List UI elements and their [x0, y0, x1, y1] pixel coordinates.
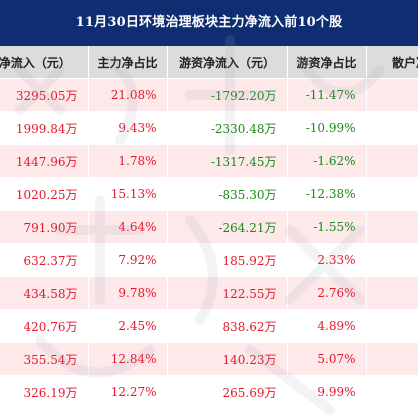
cell-main-inflow: 326.19万: [0, 375, 89, 409]
cell-main-ratio: 9.78%: [88, 276, 168, 310]
table-title: 11月30日环境治理板块主力净流入前10个股: [0, 0, 418, 46]
cell-main-inflow: 355.54万: [0, 342, 89, 376]
cell-hot-inflow: -835.30万: [167, 177, 288, 211]
cell-main-ratio: 4.64%: [88, 210, 168, 244]
header-main-inflow: 净流入（元）: [0, 46, 89, 79]
table-row: 3295.05万 21.08% -1792.20万 -11.47%: [0, 78, 418, 112]
table-row: 1999.84万 9.43% -2330.48万 -10.99%: [0, 111, 418, 145]
cell-hot-inflow: -2330.48万: [167, 111, 288, 145]
cell-main-ratio: 21.08%: [88, 78, 168, 112]
cell-retail: [366, 243, 418, 277]
cell-main-ratio: 12.84%: [88, 342, 168, 376]
table-row: 1020.25万 15.13% -835.30万 -12.38%: [0, 177, 418, 211]
table-row: 791.90万 4.64% -264.21万 -1.55%: [0, 210, 418, 244]
cell-hot-ratio: 9.99%: [287, 375, 367, 409]
header-main-ratio: 主力净占比: [88, 46, 168, 79]
cell-hot-ratio: 2.76%: [287, 276, 367, 310]
table-row: 434.58万 9.78% 122.55万 2.76%: [0, 276, 418, 310]
cell-main-ratio: 9.43%: [88, 111, 168, 145]
header-retail: 散户净: [366, 46, 418, 79]
table-row: 420.76万 2.45% 838.62万 4.89%: [0, 309, 418, 343]
cell-main-inflow: 1447.96万: [0, 144, 89, 178]
cell-hot-inflow: 838.62万: [167, 309, 288, 343]
cell-retail: [366, 144, 418, 178]
cell-retail: [366, 342, 418, 376]
cell-main-inflow: 3295.05万: [0, 78, 89, 112]
cell-hot-inflow: -264.21万: [167, 210, 288, 244]
cell-main-ratio: 12.27%: [88, 375, 168, 409]
cell-hot-inflow: 140.23万: [167, 342, 288, 376]
cell-hot-ratio: -11.47%: [287, 78, 367, 112]
cell-main-inflow: 791.90万: [0, 210, 89, 244]
table-row: 1447.96万 1.78% -1317.45万 -1.62%: [0, 144, 418, 178]
cell-hot-inflow: -1792.20万: [167, 78, 288, 112]
table-row: 632.37万 7.92% 185.92万 2.33%: [0, 243, 418, 277]
cell-main-inflow: 434.58万: [0, 276, 89, 310]
cell-hot-ratio: 5.07%: [287, 342, 367, 376]
header-hot-ratio: 游资净占比: [287, 46, 367, 79]
cell-hot-inflow: 122.55万: [167, 276, 288, 310]
cell-hot-ratio: -1.62%: [287, 144, 367, 178]
cell-main-inflow: 1999.84万: [0, 111, 89, 145]
cell-hot-ratio: -10.99%: [287, 111, 367, 145]
cell-main-ratio: 7.92%: [88, 243, 168, 277]
cell-hot-ratio: -12.38%: [287, 177, 367, 211]
cell-main-inflow: 632.37万: [0, 243, 89, 277]
table-row: 326.19万 12.27% 265.69万 9.99%: [0, 375, 418, 409]
header-row: 净流入（元） 主力净占比 游资净流入（元） 游资净占比 散户净: [0, 46, 418, 79]
cell-retail: [366, 177, 418, 211]
cell-retail: [366, 276, 418, 310]
table-row: 355.54万 12.84% 140.23万 5.07%: [0, 342, 418, 376]
cell-main-inflow: 420.76万: [0, 309, 89, 343]
cell-hot-inflow: 265.69万: [167, 375, 288, 409]
cell-retail: [366, 375, 418, 409]
cell-retail: [366, 111, 418, 145]
cell-hot-ratio: 4.89%: [287, 309, 367, 343]
cell-retail: [366, 309, 418, 343]
cell-main-ratio: 1.78%: [88, 144, 168, 178]
cell-main-inflow: 1020.25万: [0, 177, 89, 211]
header-hot-inflow: 游资净流入（元）: [167, 46, 288, 79]
cell-hot-ratio: 2.33%: [287, 243, 367, 277]
fund-flow-table: 净流入（元） 主力净占比 游资净流入（元） 游资净占比 散户净 3295.05万…: [0, 46, 418, 409]
cell-retail: [366, 78, 418, 112]
cell-hot-inflow: 185.92万: [167, 243, 288, 277]
table-body: 3295.05万 21.08% -1792.20万 -11.47% 1999.84万 9.…: [0, 78, 418, 409]
cell-main-ratio: 2.45%: [88, 309, 168, 343]
table-container: 净流入（元） 主力净占比 游资净流入（元） 游资净占比 散户净 3295.05万…: [0, 46, 418, 418]
cell-retail: [366, 210, 418, 244]
cell-hot-ratio: -1.55%: [287, 210, 367, 244]
cell-main-ratio: 15.13%: [88, 177, 168, 211]
cell-hot-inflow: -1317.45万: [167, 144, 288, 178]
